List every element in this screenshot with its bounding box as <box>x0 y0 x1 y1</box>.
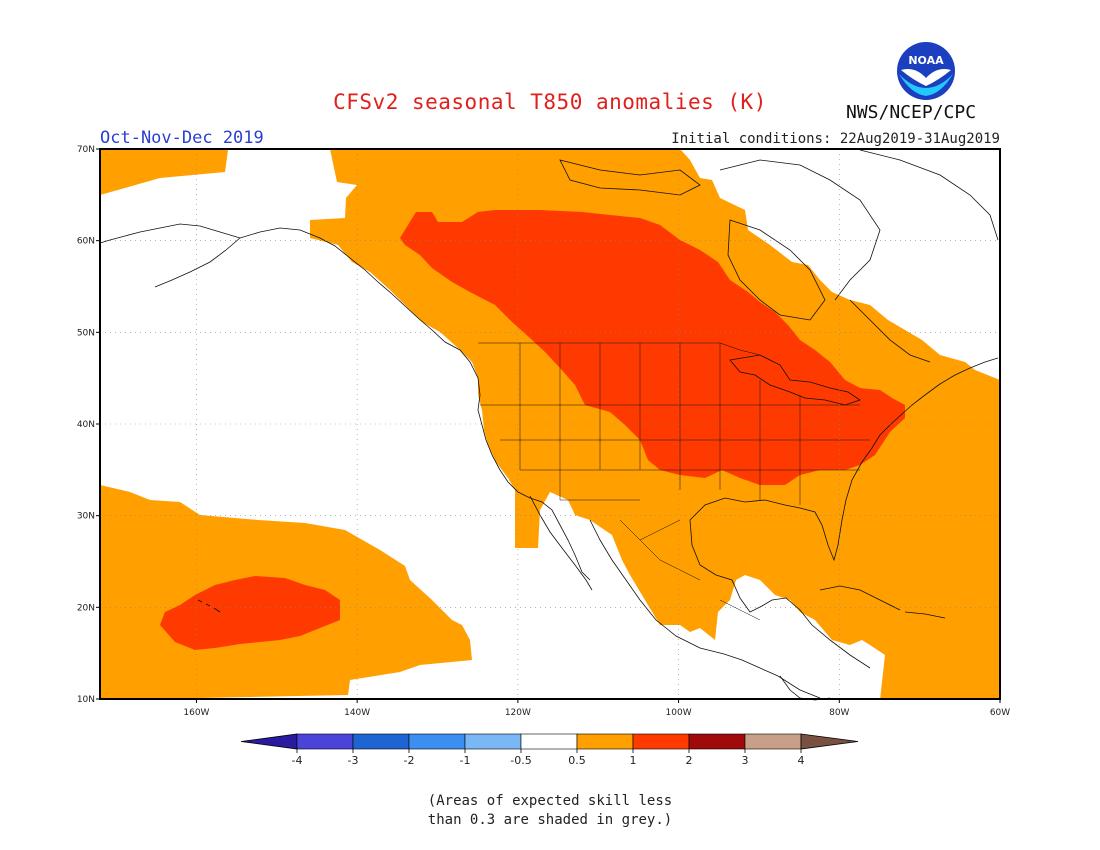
baja-california <box>529 495 593 591</box>
colorbar-label: 4 <box>798 754 805 767</box>
lon-tick-label: 120W <box>505 708 531 718</box>
skill-note-line-1: (Areas of expected skill less <box>427 793 673 809</box>
colorbar-label: 2 <box>686 754 693 767</box>
logo-text: NOAA <box>908 54 944 67</box>
noaa-logo: NOAA <box>897 42 955 100</box>
colorbar-box <box>352 733 410 750</box>
anomaly-region-red-2 <box>160 576 340 650</box>
hudson-bay <box>727 219 826 321</box>
mexico-coast <box>589 519 821 699</box>
agency-label: NWS/NCEP/CPC <box>846 102 977 123</box>
lon-tick-label: 160W <box>183 708 209 718</box>
land-outlines <box>99 149 999 701</box>
colorbar-box <box>296 733 354 750</box>
arctic-islands-2 <box>719 159 881 301</box>
colorbar-label: -0.5 <box>510 754 531 767</box>
colorbar-label: -4 <box>292 754 303 767</box>
colorbar-arrow-left <box>240 733 298 750</box>
colorbar-label: -2 <box>404 754 415 767</box>
lat-tick-label: 20N <box>77 603 95 613</box>
lon-tick-label: 100W <box>666 708 692 718</box>
lon-tick-label: 60W <box>990 708 1010 718</box>
lat-tick-label: 10N <box>77 695 95 705</box>
anomaly-shading <box>100 149 1000 700</box>
colorbar-label: -1 <box>460 754 471 767</box>
state-lines <box>480 343 870 505</box>
mexico-states <box>619 519 761 621</box>
lon-tick-label: 140W <box>344 708 370 718</box>
alaska-peninsula <box>154 237 241 288</box>
axis-ticks: 160W 140W 120W 100W 80W 60W 10N 20N 30N 40N 50N 60N… <box>77 145 1010 718</box>
greenland <box>859 149 999 241</box>
great-lakes <box>729 354 861 406</box>
colorbar-box <box>408 733 466 750</box>
colorbar-label: 0.5 <box>568 754 586 767</box>
arctic-islands <box>559 159 701 196</box>
hispaniola <box>904 611 946 619</box>
anomaly-region-red-1 <box>400 210 905 485</box>
lon-tick-label: 80W <box>829 708 849 718</box>
lat-tick-label: 60N <box>77 237 95 247</box>
colorbar-labels: -4 -3 -2 -1 -0.5 0.5 1 2 3 4 <box>292 749 805 767</box>
chart-title: CFSv2 seasonal T850 anomalies (K) <box>333 90 767 114</box>
skill-note: (Areas of expected skill less than 0.3 a… <box>0 792 1100 830</box>
lat-tick-label: 30N <box>77 512 95 522</box>
initial-conditions: Initial conditions: 22Aug2019-31Aug2019 <box>671 131 1000 147</box>
labrador <box>849 299 931 363</box>
colorbar-label: 3 <box>742 754 749 767</box>
colorbar-box <box>688 733 746 750</box>
colorbar-box <box>744 733 802 750</box>
cuba <box>819 585 901 611</box>
east-coast <box>845 357 999 501</box>
anomaly-region-orange-1 <box>100 149 228 195</box>
colorbar-label: -3 <box>348 754 359 767</box>
us-gulf-coast <box>689 497 847 562</box>
skill-note-line-2: than 0.3 are shaded in grey.) <box>427 812 673 828</box>
alaska-coast <box>99 223 591 581</box>
season-period: Oct-Nov-Dec 2019 <box>100 128 264 148</box>
lat-tick-label: 70N <box>77 145 95 155</box>
colorbar-label: 1 <box>630 754 637 767</box>
colorbar-box <box>520 733 578 750</box>
lat-tick-label: 50N <box>77 328 95 338</box>
colorbar-box <box>632 733 690 750</box>
gulf-coast <box>689 519 871 669</box>
colorbar-box <box>576 733 634 750</box>
colorbar-box <box>464 733 522 750</box>
hawaii <box>197 599 221 613</box>
colorbar-arrow-right <box>800 733 859 750</box>
colorbar-boxes <box>240 733 859 750</box>
lat-tick-label: 40N <box>77 420 95 430</box>
